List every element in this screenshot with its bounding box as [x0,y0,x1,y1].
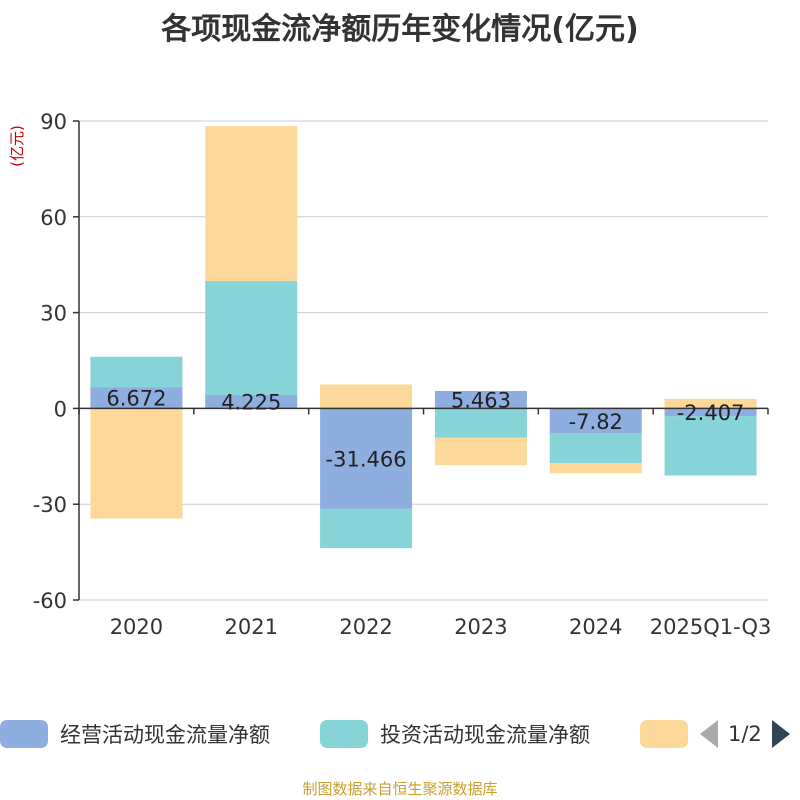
chart-canvas: 90 60 30 0 -30 -60 2020 2021 2022 2023 2024 2025Q1-… [8,110,771,639]
y-tick-label: 0 [54,397,67,421]
data-label: -2.407 [677,401,745,425]
data-label: -7.82 [569,410,623,434]
x-tick-label: 2021 [225,615,278,639]
bar-segment-3[interactable] [320,384,413,409]
x-tick-label: 2025Q1-Q3 [650,615,772,639]
x-tick-label: 2022 [339,615,392,639]
legend-item-operating[interactable]: 经营活动现金流量净额 [0,716,270,752]
legend-swatch-investing [320,720,368,748]
source-note: 制图数据来自恒生聚源数据库 [302,780,498,798]
bar-segment-2[interactable] [90,356,183,388]
x-tick-label: 2020 [110,615,163,639]
y-tick-label: -60 [33,589,67,613]
legend: 经营活动现金流量净额 投资活动现金流量净额 [0,716,800,752]
bar-segment-1[interactable] [205,394,298,409]
chevron-left-icon[interactable] [700,720,718,748]
y-tick-label: 30 [40,302,67,326]
bar-segment-1[interactable] [90,387,183,409]
data-label: 5.463 [451,389,511,413]
data-labels: 6.672 4.225 -31.466 5.463 -7.82 -2.407 [106,387,744,472]
bar-segment-2[interactable] [205,280,298,395]
bar-segment-2[interactable] [549,433,642,464]
chevron-right-icon[interactable] [771,720,790,748]
data-label: -31.466 [326,448,407,472]
bars [90,126,757,549]
bar-segment-3[interactable] [205,126,298,281]
axes: 90 60 30 0 -30 -60 2020 2021 2022 2023 2024 2025Q1-… [8,110,771,639]
bar-segment-1[interactable] [549,408,642,434]
data-label: 4.225 [221,391,281,415]
legend-item-investing[interactable]: 投资活动现金流量净额 [320,716,590,752]
bar-segment-3[interactable] [664,398,757,409]
legend-label-investing: 投资活动现金流量净额 [380,723,590,747]
bar-segment-1[interactable] [664,408,757,417]
data-label: 6.672 [106,387,166,411]
bar-segment-3[interactable] [549,463,642,474]
y-tick-label: -30 [33,493,67,517]
x-tick-label: 2023 [454,615,507,639]
legend-page-indicator: 1/2 [728,722,762,746]
bar-segment-2[interactable] [664,416,757,476]
legend-label-operating: 经营活动现金流量净额 [60,723,270,747]
legend-pager: 1/2 [700,716,790,752]
legend-swatch-financing [640,720,688,748]
bar-segment-3[interactable] [90,408,183,519]
bar-segment-2[interactable] [434,408,527,438]
bar-segment-1[interactable] [434,390,527,409]
bar-segment-1[interactable] [320,408,413,509]
grid-lines [79,120,768,601]
y-tick-label: 60 [40,206,67,230]
y-tick-label: 90 [40,110,67,134]
y-axis-label: (亿元) [8,125,26,167]
legend-swatch-operating [0,720,48,748]
legend-item-financing[interactable] [640,716,700,752]
bar-segment-3[interactable] [434,437,527,466]
chart-title: 各项现金流净额历年变化情况(亿元) [161,12,639,47]
x-tick-label: 2024 [569,615,622,639]
bar-segment-2[interactable] [320,508,413,549]
